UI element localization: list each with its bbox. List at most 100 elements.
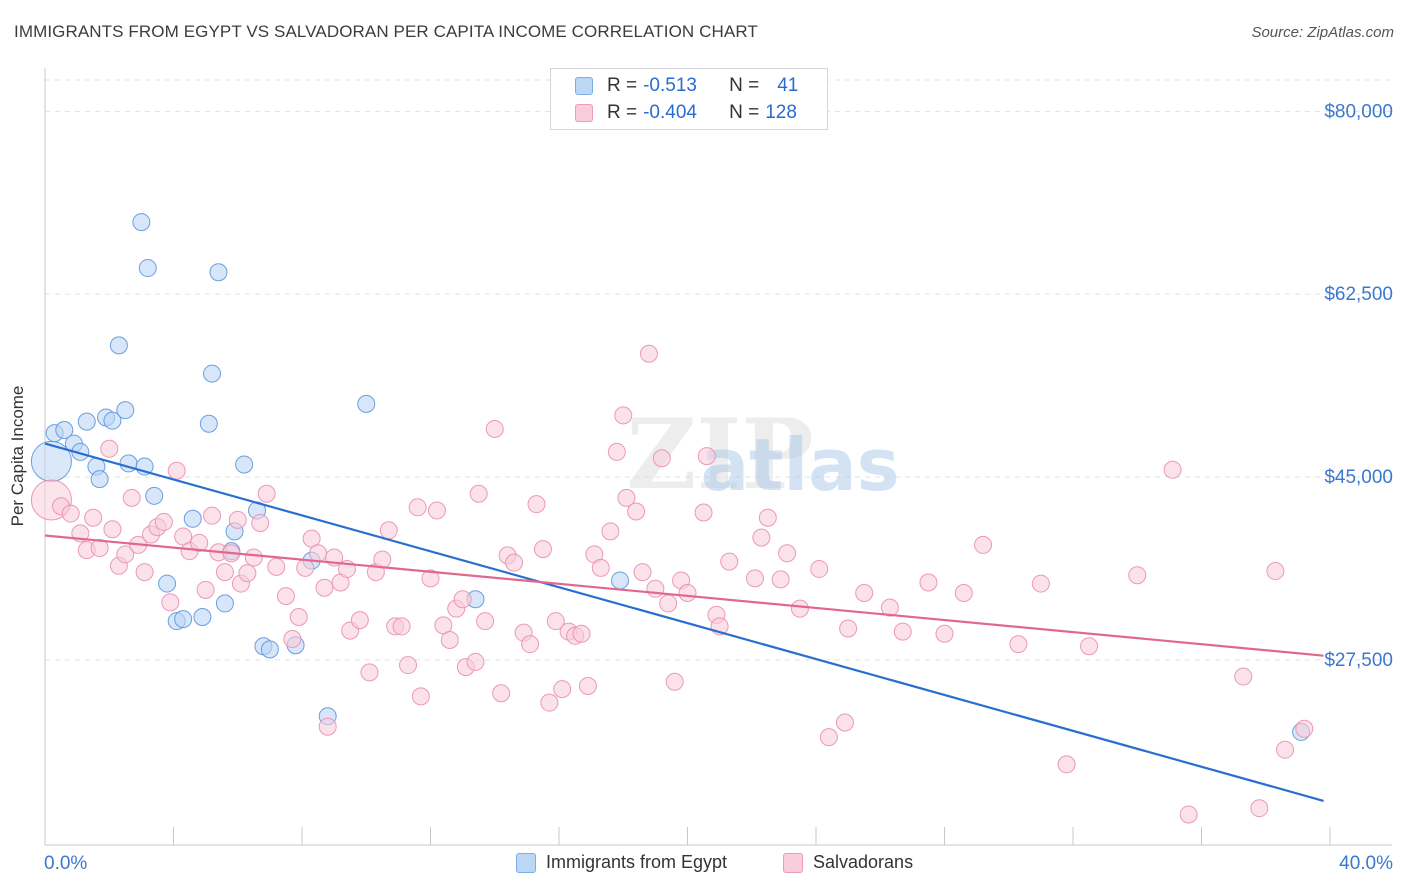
data-point (90, 470, 109, 489)
legend-swatch-egypt (516, 852, 536, 873)
legend-label-egypt: Immigrants from Egypt (546, 852, 728, 872)
tick-labels: $27,500 $45,000 $62,500 $80,000 0.0% 40.0% (44, 101, 1393, 874)
data-point (633, 563, 652, 582)
data-point (183, 509, 202, 528)
y-tick-label: $62,500 (1324, 284, 1393, 305)
x-tick-label-min: 0.0% (44, 853, 87, 874)
legend-swatch-salvadoran (783, 852, 803, 873)
source-label: Source: ZipAtlas.com (1251, 24, 1394, 41)
data-point (1234, 667, 1253, 686)
data-point (158, 574, 177, 593)
data-point (132, 213, 151, 232)
data-point (238, 564, 257, 583)
data-point (771, 570, 790, 589)
data-point (357, 394, 376, 413)
data-point (790, 599, 809, 618)
data-point (607, 442, 626, 461)
trend-line (44, 442, 1324, 802)
watermark-atlas: atlas (700, 423, 899, 507)
data-point (138, 259, 157, 278)
data-point (855, 583, 874, 602)
data-point (659, 594, 678, 613)
data-point (974, 535, 993, 554)
data-point (411, 687, 430, 706)
data-point (100, 439, 119, 458)
data-point (193, 608, 212, 627)
data-point (379, 521, 398, 540)
data-point (665, 672, 684, 691)
stats-legend: R = -0.513 N = 41 R = -0.404 N = 128 (550, 68, 828, 130)
r-label: R = (607, 102, 638, 123)
legend-item-egypt[interactable]: Immigrants from Egypt (516, 852, 727, 873)
data-point (251, 513, 270, 532)
data-point (1009, 635, 1028, 654)
data-point (935, 624, 954, 643)
data-point (1031, 574, 1050, 593)
n-label: N = (729, 102, 760, 123)
data-point (492, 684, 511, 703)
data-point (77, 412, 96, 431)
series-legend: Immigrants from Egypt Salvadorans (0, 852, 1406, 878)
data-point (190, 533, 209, 552)
data-point (350, 611, 369, 630)
legend-label-salvadoran: Salvadorans (813, 852, 914, 872)
data-point (289, 608, 308, 627)
data-point (84, 508, 103, 527)
data-point (1080, 637, 1099, 656)
data-point (758, 508, 777, 527)
data-point (318, 717, 337, 736)
data-point (1250, 799, 1269, 818)
data-point (30, 440, 72, 482)
data-point (819, 728, 838, 747)
data-point (578, 676, 597, 695)
data-point (601, 522, 620, 541)
data-point (228, 510, 247, 529)
data-point (810, 559, 829, 578)
data-point (135, 563, 154, 582)
data-point (109, 336, 128, 355)
data-point (466, 652, 485, 671)
data-point (533, 540, 552, 559)
data-point (196, 580, 215, 599)
data-point (527, 495, 546, 514)
data-point (55, 420, 74, 439)
data-point (309, 544, 328, 563)
data-point (919, 573, 938, 592)
data-point (103, 411, 122, 430)
data-point (839, 619, 858, 638)
data-point (116, 545, 135, 564)
data-point (627, 502, 646, 521)
data-point (235, 455, 254, 474)
data-point (203, 506, 222, 525)
data-point (203, 364, 222, 383)
data-point (469, 484, 488, 503)
data-point (617, 488, 636, 507)
data-point (373, 550, 392, 569)
data-point (476, 612, 495, 631)
data-point (244, 548, 263, 567)
r-value: -0.513 (643, 75, 697, 96)
data-point (427, 501, 446, 520)
stats-row-egypt: R = -0.513 N = 41 (575, 75, 798, 97)
data-point (752, 528, 771, 547)
data-point (694, 503, 713, 522)
data-point (122, 488, 141, 507)
trend-lines (44, 442, 1324, 802)
data-point (546, 612, 565, 631)
n-value: 128 (765, 102, 797, 123)
data-point (399, 656, 418, 675)
r-label: R = (607, 75, 638, 96)
data-point (540, 693, 559, 712)
data-point (646, 579, 665, 598)
data-point (257, 484, 276, 503)
swatch-salvadoran (575, 104, 593, 122)
legend-item-salvadoran[interactable]: Salvadorans (783, 852, 913, 873)
data-point (614, 406, 633, 425)
data-point (1163, 460, 1182, 479)
data-point (1276, 740, 1295, 759)
data-point (199, 414, 218, 433)
data-point (392, 617, 411, 636)
data-point (296, 558, 315, 577)
y-tick-label: $80,000 (1324, 101, 1393, 122)
data-point (215, 594, 234, 613)
